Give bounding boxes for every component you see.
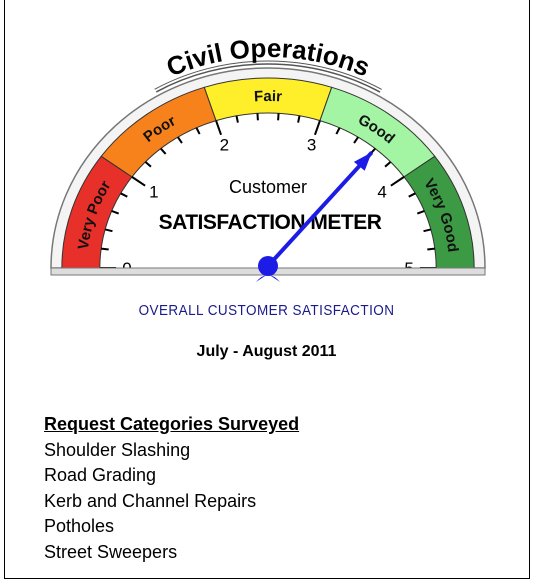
band-label: Fair [254, 88, 283, 105]
minor-tick [120, 192, 128, 198]
minor-tick [195, 127, 201, 135]
minor-tick [335, 127, 341, 135]
title-rule [154, 60, 382, 90]
list-item: Street Sweepers [44, 541, 178, 562]
minor-tick [111, 210, 120, 215]
minor-tick [297, 115, 301, 123]
meter-label: Customer [229, 177, 307, 197]
caption: OVERALL CUSTOMER SATISFACTION [138, 302, 395, 319]
tick-label: 4 [377, 183, 386, 202]
list-heading: Request Categories Surveyed [44, 414, 300, 434]
needle-head [353, 152, 372, 171]
category-list: Request Categories Surveyed Shoulder Sla… [44, 412, 299, 565]
minor-tick [144, 161, 152, 168]
list-item: Potholes [44, 516, 115, 536]
title-rule [155, 63, 381, 93]
band-label-path: Fair [254, 88, 283, 105]
tick-label: 3 [307, 135, 316, 154]
minor-tick [408, 192, 416, 198]
frame [4, 0, 530, 579]
tick-label: 1 [149, 183, 158, 202]
needle [266, 151, 374, 268]
period: July - August 2011 [196, 343, 337, 360]
tick-mark [390, 176, 405, 187]
tick-mark [215, 120, 223, 136]
minor-tick [160, 147, 167, 155]
minor-tick [423, 228, 432, 233]
minor-tick [384, 161, 392, 168]
needle-hub [258, 256, 278, 276]
minor-tick [416, 210, 425, 215]
meter-label: SATISFACTION METER [159, 211, 382, 234]
needle-base [256, 274, 280, 282]
minor-tick [235, 115, 239, 123]
list-item: Kerb and Channel Repairs [44, 490, 257, 511]
tick-mark [131, 176, 146, 187]
tick-label: 2 [220, 135, 229, 154]
minor-tick [353, 136, 359, 144]
minor-tick [427, 247, 435, 251]
tick-mark [313, 120, 321, 136]
minor-tick [104, 228, 113, 233]
list-item: Shoulder Slashing [44, 439, 191, 460]
minor-tick [101, 247, 109, 251]
list-item: Road Grading [44, 465, 157, 485]
minor-tick [177, 136, 183, 144]
